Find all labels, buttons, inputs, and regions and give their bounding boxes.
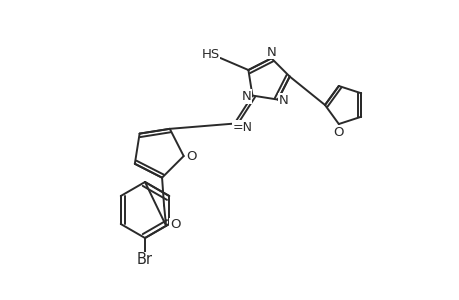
Text: N: N [266, 46, 276, 59]
Text: O: O [333, 125, 343, 139]
Text: =N: =N [232, 121, 252, 134]
Text: Br: Br [137, 253, 153, 268]
Text: O: O [169, 218, 180, 231]
Text: O: O [186, 150, 196, 163]
Text: N: N [279, 94, 288, 107]
Text: N: N [241, 90, 251, 103]
Text: HS: HS [201, 47, 219, 61]
